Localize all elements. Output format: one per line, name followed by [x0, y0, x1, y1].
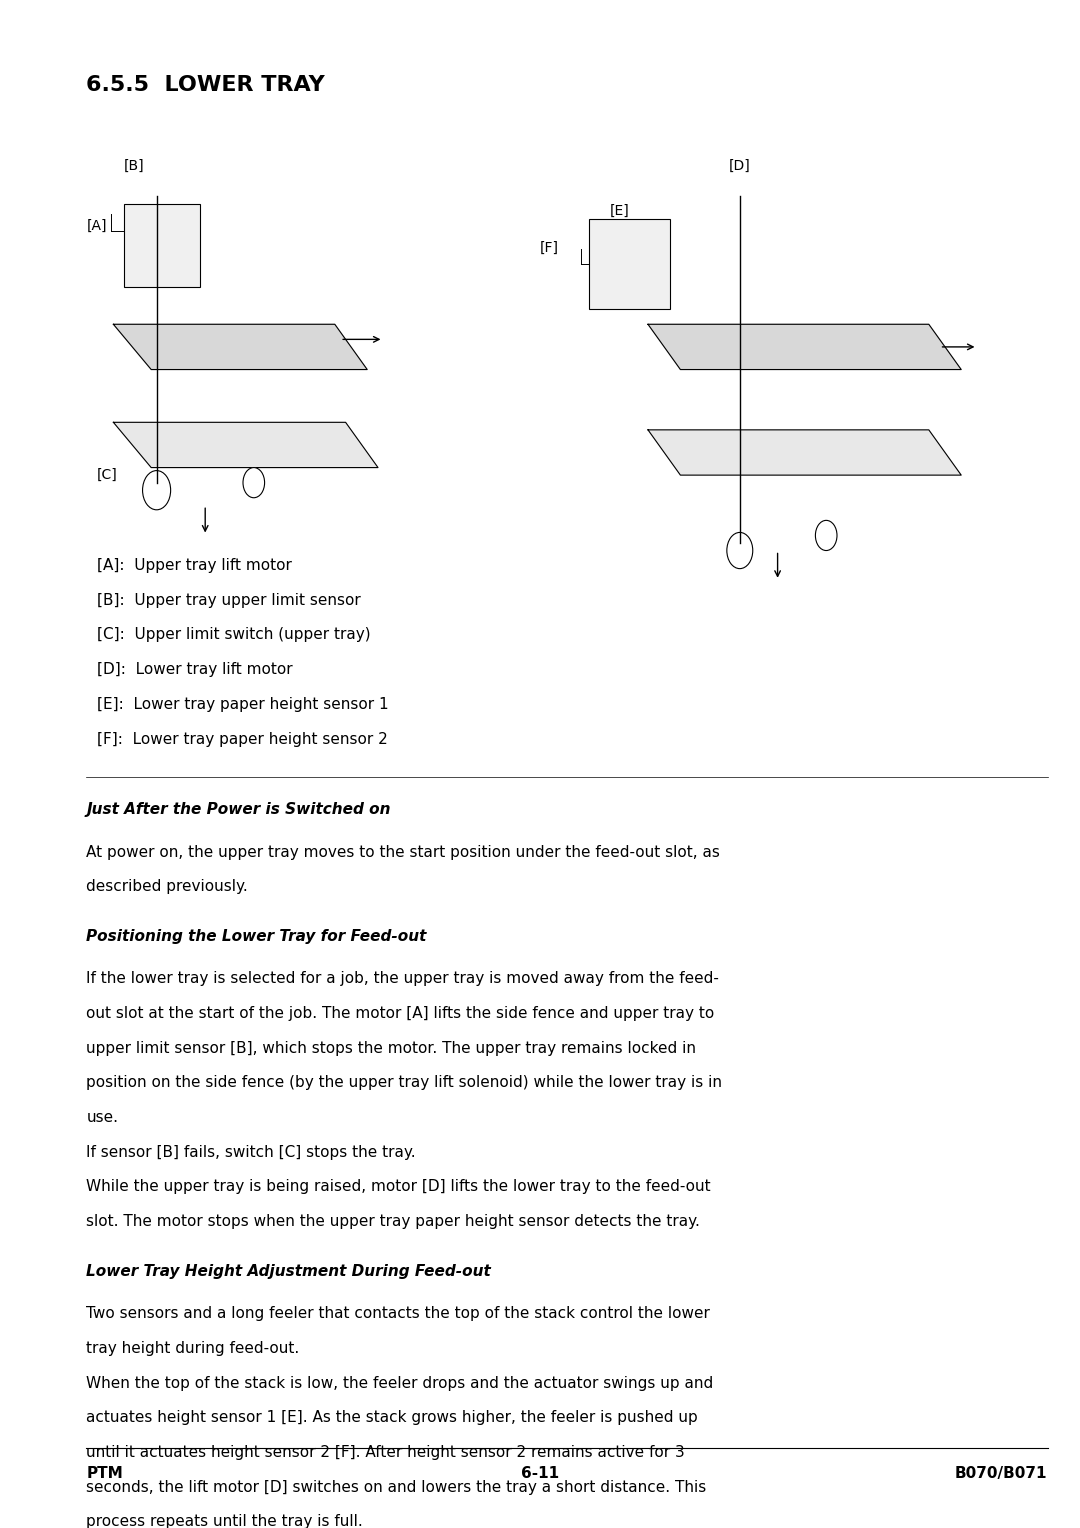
Text: use.: use.	[86, 1111, 119, 1125]
Text: until it actuates height sensor 2 [F]. After height sensor 2 remains active for : until it actuates height sensor 2 [F]. A…	[86, 1445, 685, 1459]
Text: 6-11: 6-11	[521, 1467, 559, 1481]
Text: 6.5.5  LOWER TRAY: 6.5.5 LOWER TRAY	[86, 75, 325, 95]
Text: [C]: [C]	[97, 468, 118, 481]
Text: Just After the Power is Switched on: Just After the Power is Switched on	[86, 802, 391, 817]
Polygon shape	[113, 324, 367, 370]
Text: If the lower tray is selected for a job, the upper tray is moved away from the f: If the lower tray is selected for a job,…	[86, 972, 719, 987]
Text: position on the side fence (by the upper tray lift solenoid) while the lower tra: position on the side fence (by the upper…	[86, 1076, 723, 1091]
Text: PTM: PTM	[86, 1467, 123, 1481]
Text: [F]:  Lower tray paper height sensor 2: [F]: Lower tray paper height sensor 2	[97, 732, 388, 747]
Text: At power on, the upper tray moves to the start position under the feed-out slot,: At power on, the upper tray moves to the…	[86, 845, 720, 860]
Text: tray height during feed-out.: tray height during feed-out.	[86, 1342, 299, 1355]
Text: [D]: [D]	[729, 159, 751, 173]
Text: Lower Tray Height Adjustment During Feed-out: Lower Tray Height Adjustment During Feed…	[86, 1264, 491, 1279]
Text: [D]:  Lower tray lift motor: [D]: Lower tray lift motor	[97, 662, 293, 677]
Text: [A]:  Upper tray lift motor: [A]: Upper tray lift motor	[97, 558, 292, 573]
Text: [E]: [E]	[610, 203, 630, 217]
Text: actuates height sensor 1 [E]. As the stack grows higher, the feeler is pushed up: actuates height sensor 1 [E]. As the sta…	[86, 1410, 698, 1426]
Text: upper limit sensor [B], which stops the motor. The upper tray remains locked in: upper limit sensor [B], which stops the …	[86, 1041, 697, 1056]
Polygon shape	[648, 429, 961, 475]
Text: [B]:  Upper tray upper limit sensor: [B]: Upper tray upper limit sensor	[97, 593, 361, 608]
Text: If sensor [B] fails, switch [C] stops the tray.: If sensor [B] fails, switch [C] stops th…	[86, 1144, 416, 1160]
Text: slot. The motor stops when the upper tray paper height sensor detects the tray.: slot. The motor stops when the upper tra…	[86, 1215, 700, 1229]
Circle shape	[815, 521, 837, 550]
Text: B070/B071: B070/B071	[955, 1467, 1048, 1481]
Text: seconds, the lift motor [D] switches on and lowers the tray a short distance. Th: seconds, the lift motor [D] switches on …	[86, 1479, 706, 1494]
Text: [C]:  Upper limit switch (upper tray): [C]: Upper limit switch (upper tray)	[97, 628, 370, 642]
Text: process repeats until the tray is full.: process repeats until the tray is full.	[86, 1514, 363, 1528]
Text: [B]: [B]	[124, 159, 145, 173]
Circle shape	[243, 468, 265, 498]
Text: Two sensors and a long feeler that contacts the top of the stack control the low: Two sensors and a long feeler that conta…	[86, 1306, 711, 1322]
Text: out slot at the start of the job. The motor [A] lifts the side fence and upper t: out slot at the start of the job. The mo…	[86, 1005, 715, 1021]
Text: When the top of the stack is low, the feeler drops and the actuator swings up an: When the top of the stack is low, the fe…	[86, 1375, 714, 1390]
Polygon shape	[648, 324, 961, 370]
Polygon shape	[113, 422, 378, 468]
Text: [E]:  Lower tray paper height sensor 1: [E]: Lower tray paper height sensor 1	[97, 697, 389, 712]
Circle shape	[143, 471, 171, 510]
Text: [F]: [F]	[540, 241, 559, 255]
Text: described previously.: described previously.	[86, 879, 248, 894]
Text: While the upper tray is being raised, motor [D] lifts the lower tray to the feed: While the upper tray is being raised, mo…	[86, 1180, 711, 1195]
FancyBboxPatch shape	[124, 203, 200, 287]
FancyBboxPatch shape	[589, 219, 670, 309]
Text: [A]: [A]	[86, 219, 107, 232]
Text: Positioning the Lower Tray for Feed-out: Positioning the Lower Tray for Feed-out	[86, 929, 427, 944]
Circle shape	[727, 532, 753, 568]
